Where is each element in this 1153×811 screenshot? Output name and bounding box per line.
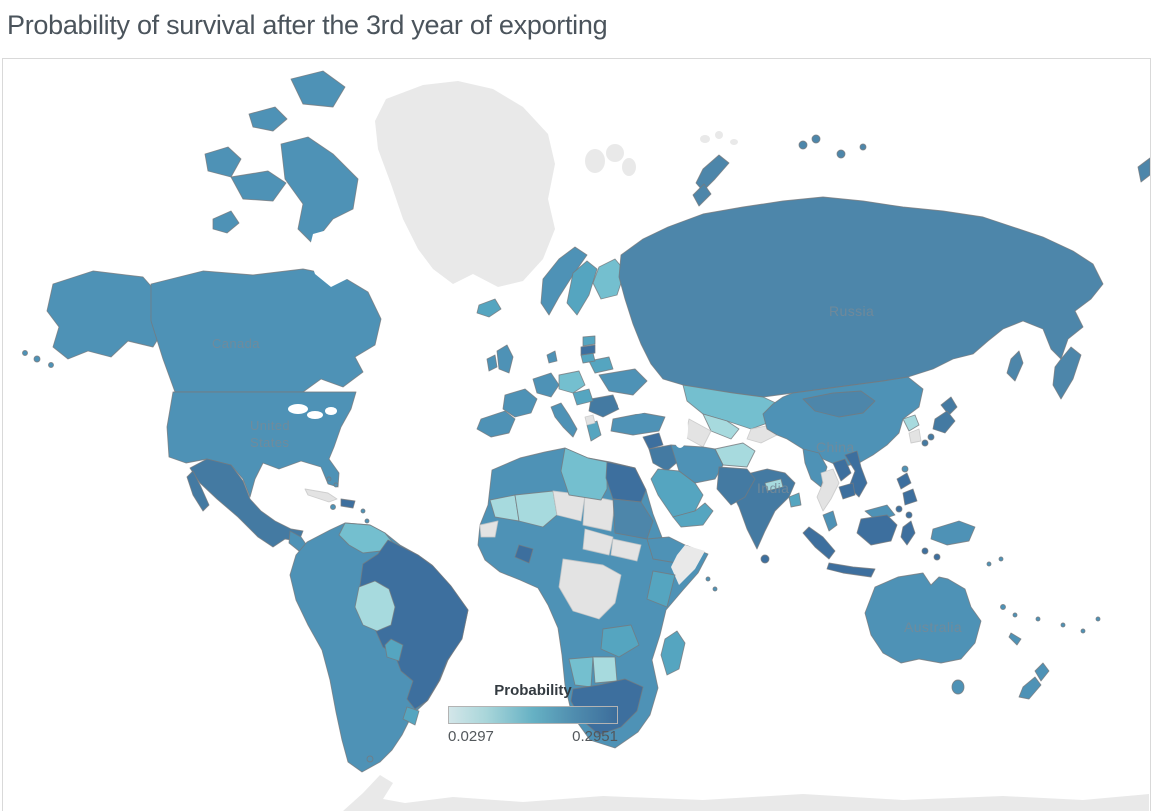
- country-yemen-oman[interactable]: [672, 502, 714, 528]
- country-malaysia[interactable]: [822, 510, 838, 532]
- svalbard-islands: [585, 131, 738, 176]
- country-thailand[interactable]: [816, 468, 840, 512]
- country-libya[interactable]: [560, 447, 608, 501]
- country-new-zealand[interactable]: [1018, 662, 1050, 700]
- antarctica: [343, 775, 1149, 811]
- country-romania-bulgaria[interactable]: [588, 394, 620, 418]
- country-united-states-alaska[interactable]: [46, 270, 164, 360]
- world-choropleth-map[interactable]: [3, 59, 1150, 811]
- country-denmark[interactable]: [546, 350, 558, 364]
- black-sea: [618, 398, 652, 414]
- legend-title: Probability: [494, 682, 572, 699]
- country-south-korea[interactable]: [908, 428, 922, 444]
- hudson-bay: [308, 227, 363, 287]
- country-cambodia[interactable]: [838, 482, 856, 500]
- arctic-islands-russia[interactable]: [692, 134, 1150, 207]
- country-kenya-tanzania[interactable]: [646, 570, 676, 608]
- canada-arctic-islands[interactable]: [204, 70, 359, 245]
- legend-range-labels: 0.0297 0.2951: [448, 728, 618, 745]
- country-mali[interactable]: [514, 490, 558, 528]
- country-turkey[interactable]: [610, 412, 666, 436]
- country-sweden[interactable]: [566, 260, 598, 316]
- country-mexico[interactable]: [189, 458, 304, 548]
- country-ukraine[interactable]: [598, 368, 648, 396]
- country-brazil[interactable]: [358, 539, 469, 710]
- country-russia[interactable]: [618, 196, 1104, 398]
- country-united-kingdom[interactable]: [496, 344, 514, 374]
- chart-title: Probability of survival after the 3rd ye…: [7, 10, 608, 40]
- kamchatka-peninsula: [1052, 346, 1082, 400]
- country-chad[interactable]: [582, 494, 616, 532]
- country-spain-portugal[interactable]: [476, 410, 516, 438]
- country-somalia[interactable]: [671, 545, 705, 585]
- country-iceland[interactable]: [476, 298, 502, 318]
- country-madagascar[interactable]: [660, 630, 686, 676]
- country-estonia[interactable]: [582, 335, 596, 347]
- great-lakes: [288, 404, 308, 414]
- country-papua-new-guinea[interactable]: [930, 520, 976, 546]
- country-australia[interactable]: [864, 572, 982, 664]
- country-bolivia[interactable]: [354, 580, 396, 632]
- country-latvia[interactable]: [580, 344, 596, 356]
- country-central-african-republic[interactable]: [582, 528, 614, 556]
- aleutian-islands: [22, 350, 54, 368]
- country-zambia-zimbabwe[interactable]: [600, 624, 640, 658]
- country-poland[interactable]: [558, 370, 586, 394]
- country-italy[interactable]: [550, 402, 578, 438]
- country-south-sudan[interactable]: [610, 538, 642, 562]
- country-uzbekistan[interactable]: [702, 413, 740, 440]
- country-ireland[interactable]: [486, 354, 498, 372]
- country-canada[interactable]: [150, 268, 382, 393]
- great-lakes-3: [325, 407, 337, 415]
- white-sea: [644, 204, 658, 224]
- country-ghana[interactable]: [514, 544, 534, 564]
- baja-california: [186, 470, 210, 512]
- country-germany[interactable]: [532, 372, 560, 398]
- pacific-islands: [986, 556, 1101, 646]
- country-japan[interactable]: [921, 396, 958, 447]
- tasmania: [951, 679, 965, 695]
- legend-gradient-bar[interactable]: [448, 706, 618, 724]
- country-paraguay[interactable]: [384, 638, 404, 662]
- country-dominican-republic[interactable]: [340, 498, 356, 509]
- country-kazakhstan[interactable]: [682, 384, 779, 430]
- great-lakes-2: [307, 411, 323, 419]
- country-cuba[interactable]: [304, 488, 338, 503]
- country-sudan[interactable]: [612, 498, 654, 540]
- country-laos[interactable]: [832, 458, 852, 482]
- country-dr-congo[interactable]: [558, 558, 622, 620]
- country-france[interactable]: [502, 388, 538, 418]
- country-pakistan[interactable]: [716, 466, 756, 506]
- legend-max-value: 0.2951: [572, 728, 618, 745]
- country-greenland[interactable]: [375, 81, 555, 287]
- country-hungary-slovakia[interactable]: [572, 388, 594, 406]
- country-nepal[interactable]: [764, 478, 784, 492]
- country-bangladesh[interactable]: [788, 492, 802, 508]
- country-syria[interactable]: [642, 432, 664, 450]
- country-taiwan[interactable]: [901, 465, 909, 473]
- country-albania-north-macedonia[interactable]: [584, 414, 596, 426]
- country-sri-lanka[interactable]: [760, 554, 770, 564]
- country-indonesia[interactable]: [802, 514, 941, 578]
- legend-min-value: 0.0297: [448, 728, 494, 745]
- country-mongolia[interactable]: [802, 390, 876, 418]
- caspian-sea: [672, 408, 688, 448]
- region-western-sahara[interactable]: [479, 520, 499, 538]
- country-finland[interactable]: [592, 258, 626, 300]
- indian-ocean-islands: [705, 576, 718, 592]
- falkland-islands: [366, 755, 374, 763]
- country-united-states[interactable]: [166, 391, 357, 498]
- country-uruguay[interactable]: [402, 706, 420, 726]
- country-philippines[interactable]: [895, 472, 918, 519]
- country-botswana[interactable]: [592, 656, 618, 684]
- country-north-korea[interactable]: [902, 414, 920, 432]
- country-egypt[interactable]: [605, 461, 647, 503]
- map-panel: [2, 58, 1151, 811]
- sakhalin-island: [1006, 350, 1024, 382]
